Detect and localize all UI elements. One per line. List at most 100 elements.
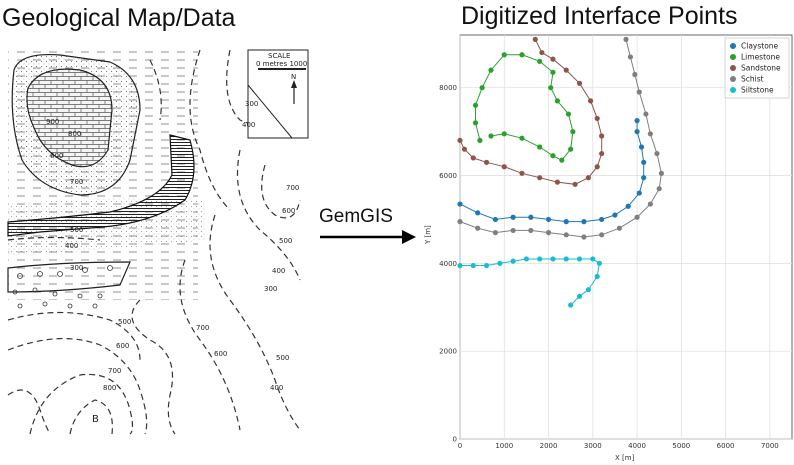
limestone-outcrop xyxy=(26,68,113,168)
contour-label: 600 xyxy=(50,152,63,160)
point-claystone xyxy=(545,216,552,223)
contour-label: 800 xyxy=(103,384,116,392)
contour-label: 500 xyxy=(118,318,131,326)
series-line-siltstone xyxy=(460,258,600,306)
legend: Claystone Limestone Sandstone Schist Siltsto… xyxy=(724,37,790,99)
point-claystone xyxy=(599,216,605,223)
point-limestone xyxy=(565,111,572,117)
point-limestone xyxy=(548,85,554,91)
point-siltstone xyxy=(590,256,596,262)
point-schist xyxy=(581,234,587,240)
point-claystone xyxy=(563,219,569,225)
x-tick-label: 0 xyxy=(458,442,462,450)
point-siltstone xyxy=(576,293,583,299)
point-schist xyxy=(492,230,499,236)
point-schist xyxy=(643,111,649,117)
point-schist xyxy=(647,131,653,137)
x-tick-label: 3000 xyxy=(584,442,602,450)
point-claystone xyxy=(625,203,631,209)
contour-label: 700 xyxy=(70,178,83,186)
series-line-limestone xyxy=(475,54,574,161)
contour-label: 900 xyxy=(46,118,59,126)
contour-lines xyxy=(7,49,301,435)
contour-label: 400 xyxy=(65,242,78,250)
point-sandstone xyxy=(539,49,545,56)
x-tick-label: 1000 xyxy=(495,442,513,450)
point-claystone xyxy=(641,159,647,165)
point-schist xyxy=(658,170,665,176)
tick-labels: 0 1000 2000 3000 4000 5000 6000 7000 0 2000 4000 60… xyxy=(439,84,779,450)
conglomerate-band xyxy=(7,261,131,293)
point-claystone xyxy=(641,175,647,181)
point-limestone xyxy=(477,137,483,143)
point-limestone xyxy=(519,52,525,58)
point-claystone xyxy=(528,214,534,220)
point-limestone xyxy=(570,129,576,135)
point-limestone xyxy=(554,98,560,104)
point-limestone xyxy=(519,135,525,141)
y-tick-label: 0 xyxy=(453,436,457,444)
point-claystone xyxy=(612,212,618,218)
contour-label: 500 xyxy=(276,354,289,362)
legend-marker-schist xyxy=(730,76,736,82)
point-schist xyxy=(599,232,605,238)
x-tick-label: 7000 xyxy=(761,442,779,450)
contour-label: 400 xyxy=(272,267,285,275)
point-schist xyxy=(616,225,622,231)
contour-label: 600 xyxy=(214,350,227,358)
point-limestone xyxy=(537,144,543,150)
point-sandstone xyxy=(483,159,490,165)
point-sandstone xyxy=(532,36,538,42)
point-sandstone xyxy=(537,175,543,181)
contour-label: 400 xyxy=(242,121,255,129)
x-tick-label: 2000 xyxy=(540,442,558,450)
point-schist xyxy=(475,225,481,231)
scale-label: SCALE xyxy=(268,52,290,60)
interface-points-plot: 0 1000 2000 3000 4000 5000 6000 7000 0 2000 4000 60… xyxy=(424,34,793,462)
contour-label: 500 xyxy=(279,237,292,245)
x-axis-label: X [m] xyxy=(615,454,635,462)
legend-marker-claystone xyxy=(730,43,736,49)
point-schist xyxy=(623,36,629,42)
point-schist xyxy=(563,232,569,238)
point-limestone xyxy=(472,120,479,126)
legend-entry-siltstone: Siltstone xyxy=(741,86,774,95)
point-sandstone xyxy=(572,181,578,187)
point-siltstone xyxy=(550,256,556,262)
gridlines xyxy=(459,35,792,440)
pebbles xyxy=(12,265,113,309)
series-points xyxy=(457,36,665,308)
point-sandstone xyxy=(461,146,468,152)
point-schist xyxy=(457,219,463,225)
point-sandstone xyxy=(585,175,591,181)
point-sandstone xyxy=(457,137,463,143)
point-schist xyxy=(632,71,638,78)
point-sandstone xyxy=(599,133,605,139)
point-sandstone xyxy=(519,170,525,176)
legend-entry-sandstone: Sandstone xyxy=(741,64,781,73)
y-tick-label: 6000 xyxy=(439,172,457,180)
contour-label: 800 xyxy=(68,130,81,138)
scale-units: 0 metres 1000 xyxy=(256,60,307,68)
point-siltstone xyxy=(568,302,574,308)
plot-frame xyxy=(459,34,793,440)
point-limestone xyxy=(488,133,494,139)
point-limestone xyxy=(568,146,574,152)
legend-entry-claystone: Claystone xyxy=(741,42,779,51)
x-tick-label: 4000 xyxy=(628,442,646,450)
point-claystone xyxy=(457,201,463,207)
point-sandstone xyxy=(501,164,507,170)
point-claystone xyxy=(638,144,645,150)
point-sandstone xyxy=(599,150,605,157)
legend-marker-limestone xyxy=(730,54,736,60)
contour-label: 700 xyxy=(108,367,121,375)
contour-label: 400 xyxy=(270,384,283,392)
contour-label: 700 xyxy=(196,324,209,332)
point-siltstone xyxy=(523,256,530,262)
contour-label: 300 xyxy=(70,264,83,272)
contour-label: 300 xyxy=(264,285,277,293)
point-claystone xyxy=(492,216,499,223)
scale-box xyxy=(247,49,309,139)
point-siltstone xyxy=(594,273,600,280)
